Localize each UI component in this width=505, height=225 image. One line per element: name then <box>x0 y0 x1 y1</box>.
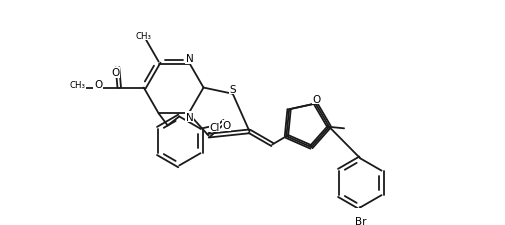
Text: Br: Br <box>355 216 366 225</box>
Text: O: O <box>223 121 231 131</box>
Text: N: N <box>185 54 193 64</box>
Text: O: O <box>94 80 102 90</box>
Text: O: O <box>313 94 321 104</box>
Text: Cl: Cl <box>210 122 220 132</box>
Text: CH₃: CH₃ <box>70 81 86 90</box>
Text: N: N <box>185 112 193 122</box>
Text: CH₃: CH₃ <box>136 32 152 41</box>
Text: S: S <box>229 84 236 94</box>
Text: O: O <box>111 68 120 78</box>
